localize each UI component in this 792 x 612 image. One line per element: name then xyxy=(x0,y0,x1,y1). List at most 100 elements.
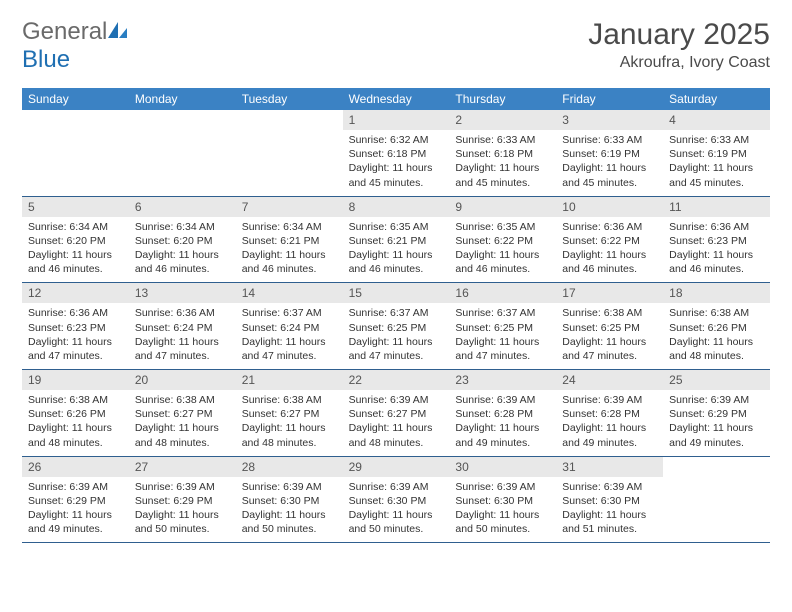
sunset-line: Sunset: 6:25 PM xyxy=(562,322,640,334)
calendar-cell: 17Sunrise: 6:38 AMSunset: 6:25 PMDayligh… xyxy=(556,283,663,369)
daylight-line: Daylight: 11 hours and 47 minutes. xyxy=(28,336,112,362)
sunrise-line: Sunrise: 6:38 AM xyxy=(562,307,642,319)
daylight-line: Daylight: 11 hours and 45 minutes. xyxy=(562,162,646,188)
day-body: Sunrise: 6:34 AMSunset: 6:21 PMDaylight:… xyxy=(236,217,343,283)
daylight-line: Daylight: 11 hours and 47 minutes. xyxy=(562,336,646,362)
week-row: 5Sunrise: 6:34 AMSunset: 6:20 PMDaylight… xyxy=(22,197,770,284)
calendar-cell: 9Sunrise: 6:35 AMSunset: 6:22 PMDaylight… xyxy=(449,197,556,283)
calendar-cell: 2Sunrise: 6:33 AMSunset: 6:18 PMDaylight… xyxy=(449,110,556,196)
day-body: Sunrise: 6:39 AMSunset: 6:29 PMDaylight:… xyxy=(22,477,129,543)
day-body: Sunrise: 6:39 AMSunset: 6:29 PMDaylight:… xyxy=(663,390,770,456)
calendar-cell-blank: . xyxy=(22,110,129,196)
sunset-line: Sunset: 6:29 PM xyxy=(28,495,106,507)
sunrise-line: Sunrise: 6:37 AM xyxy=(349,307,429,319)
calendar-cell: 7Sunrise: 6:34 AMSunset: 6:21 PMDaylight… xyxy=(236,197,343,283)
day-body: Sunrise: 6:39 AMSunset: 6:30 PMDaylight:… xyxy=(449,477,556,543)
dow-monday: Monday xyxy=(129,88,236,110)
daylight-line: Daylight: 11 hours and 51 minutes. xyxy=(562,509,646,535)
calendar-cell: 3Sunrise: 6:33 AMSunset: 6:19 PMDaylight… xyxy=(556,110,663,196)
sunset-line: Sunset: 6:28 PM xyxy=(562,408,640,420)
dow-wednesday: Wednesday xyxy=(343,88,450,110)
sunset-line: Sunset: 6:20 PM xyxy=(135,235,213,247)
day-body: Sunrise: 6:36 AMSunset: 6:22 PMDaylight:… xyxy=(556,217,663,283)
daylight-line: Daylight: 11 hours and 49 minutes. xyxy=(562,422,646,448)
day-body: Sunrise: 6:32 AM Sunset: 6:18 PM Daylight:… xyxy=(343,130,450,196)
daylight-line: Daylight: 11 hours and 47 minutes. xyxy=(242,336,326,362)
sunset-line: Sunset: 6:21 PM xyxy=(349,235,427,247)
sunrise-line: Sunrise: 6:39 AM xyxy=(455,394,535,406)
sunrise-line: Sunrise: 6:36 AM xyxy=(135,307,215,319)
sunset-line: Sunset: 6:26 PM xyxy=(669,322,747,334)
daylight-line: Daylight: 11 hours and 46 minutes. xyxy=(562,249,646,275)
daylight-line: Daylight: 11 hours and 47 minutes. xyxy=(455,336,539,362)
daylight-line: Daylight: 11 hours and 45 minutes. xyxy=(455,162,539,188)
sunset-line: Sunset: 6:20 PM xyxy=(28,235,106,247)
day-body: Sunrise: 6:35 AMSunset: 6:21 PMDaylight:… xyxy=(343,217,450,283)
sunset-line: Sunset: 6:18 PM xyxy=(455,148,533,160)
daylight-line: Daylight: 11 hours and 49 minutes. xyxy=(455,422,539,448)
day-body: Sunrise: 6:35 AMSunset: 6:22 PMDaylight:… xyxy=(449,217,556,283)
day-number: 8 xyxy=(343,197,450,217)
day-body: Sunrise: 6:39 AMSunset: 6:27 PMDaylight:… xyxy=(343,390,450,456)
daylight-line: Daylight: 11 hours and 50 minutes. xyxy=(455,509,539,535)
calendar-cell: 24Sunrise: 6:39 AMSunset: 6:28 PMDayligh… xyxy=(556,370,663,456)
sunset-line: Sunset: 6:30 PM xyxy=(242,495,320,507)
sunset-line: Sunset: 6:29 PM xyxy=(135,495,213,507)
calendar-cell: 13Sunrise: 6:36 AMSunset: 6:24 PMDayligh… xyxy=(129,283,236,369)
day-body: Sunrise: 6:39 AM Sunset: 6:30 PM Daylight:… xyxy=(343,477,450,543)
calendar-cell: 12Sunrise: 6:36 AMSunset: 6:23 PMDayligh… xyxy=(22,283,129,369)
day-number: 30 xyxy=(449,457,556,477)
daylight-line: Daylight: 11 hours and 48 minutes. xyxy=(135,422,219,448)
sunrise-line: Sunrise: 6:36 AM xyxy=(28,307,108,319)
day-number: 27 xyxy=(129,457,236,477)
daylight-line: Daylight: 11 hours and 46 minutes. xyxy=(28,249,112,275)
day-body: Sunrise: 6:37 AM Sunset: 6:24 PM Daylight:… xyxy=(236,303,343,369)
calendar-cell-blank: . xyxy=(129,110,236,196)
day-number: 28 xyxy=(236,457,343,477)
sunrise-line: Sunrise: 6:39 AM xyxy=(28,481,108,493)
daylight-line: Daylight: 11 hours and 47 minutes. xyxy=(135,336,219,362)
logo: General Blue xyxy=(22,18,129,74)
sunset-line: Sunset: 6:18 PM xyxy=(349,148,427,160)
sunrise-line: Sunrise: 6:38 AM xyxy=(669,307,749,319)
day-number: 18 xyxy=(663,283,770,303)
calendar-cell: 28Sunrise: 6:39 AMSunset: 6:30 PMDayligh… xyxy=(236,457,343,543)
month-title: January 2025 xyxy=(588,18,770,52)
calendar-cell: 27Sunrise: 6:39 AMSunset: 6:29 PMDayligh… xyxy=(129,457,236,543)
daylight-line: Daylight: 11 hours and 50 minutes. xyxy=(349,509,433,535)
sunrise-line: Sunrise: 6:36 AM xyxy=(669,221,749,233)
sunset-line: Sunset: 6:30 PM xyxy=(562,495,640,507)
calendar-cell: 30Sunrise: 6:39 AMSunset: 6:30 PMDayligh… xyxy=(449,457,556,543)
day-number: 9 xyxy=(449,197,556,217)
calendar-cell: 4Sunrise: 6:33 AMSunset: 6:19 PMDaylight… xyxy=(663,110,770,196)
day-body: Sunrise: 6:39 AMSunset: 6:28 PMDaylight:… xyxy=(556,390,663,456)
day-number: 26 xyxy=(22,457,129,477)
day-number: 1 xyxy=(343,110,450,130)
calendar-cell: 23Sunrise: 6:39 AMSunset: 6:28 PMDayligh… xyxy=(449,370,556,456)
day-body: Sunrise: 6:38 AMSunset: 6:26 PMDaylight:… xyxy=(663,303,770,369)
calendar-cell: 22Sunrise: 6:39 AMSunset: 6:27 PMDayligh… xyxy=(343,370,450,456)
dow-tuesday: Tuesday xyxy=(236,88,343,110)
day-number: 24 xyxy=(556,370,663,390)
sunrise-line: Sunrise: 6:39 AM xyxy=(135,481,215,493)
calendar-cell: 11Sunrise: 6:36 AMSunset: 6:23 PMDayligh… xyxy=(663,197,770,283)
calendar-cell: 15Sunrise: 6:37 AMSunset: 6:25 PMDayligh… xyxy=(343,283,450,369)
day-body: Sunrise: 6:38 AMSunset: 6:27 PMDaylight:… xyxy=(129,390,236,456)
sunrise-line: Sunrise: 6:37 AM xyxy=(242,307,322,319)
sunset-line: Sunset: 6:30 PM xyxy=(349,495,427,507)
sunset-line: Sunset: 6:24 PM xyxy=(242,322,320,334)
calendar-cell: 31Sunrise: 6:39 AMSunset: 6:30 PMDayligh… xyxy=(556,457,663,543)
day-number: 5 xyxy=(22,197,129,217)
daylight-line: Daylight: 11 hours and 50 minutes. xyxy=(242,509,326,535)
calendar-cell: 21Sunrise: 6:38 AMSunset: 6:27 PMDayligh… xyxy=(236,370,343,456)
daylight-line: Daylight: 11 hours and 46 minutes. xyxy=(349,249,433,275)
daylight-line: Daylight: 11 hours and 48 minutes. xyxy=(28,422,112,448)
daylight-line: Daylight: 11 hours and 45 minutes. xyxy=(349,162,433,188)
sunset-line: Sunset: 6:30 PM xyxy=(455,495,533,507)
day-number: 4 xyxy=(663,110,770,130)
sunrise-line: Sunrise: 6:32 AM xyxy=(349,134,429,146)
sunrise-line: Sunrise: 6:39 AM xyxy=(349,481,429,493)
logo-sail-icon xyxy=(107,18,129,46)
calendar-cell: 29Sunrise: 6:39 AMSunset: 6:30 PMDayligh… xyxy=(343,457,450,543)
sunset-line: Sunset: 6:23 PM xyxy=(669,235,747,247)
